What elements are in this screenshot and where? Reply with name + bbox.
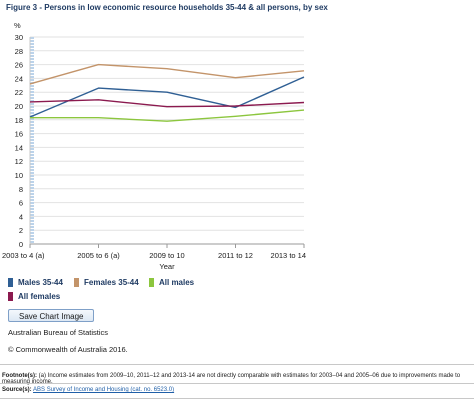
legend-swatch-females-35-44	[74, 278, 79, 287]
y-tick-label-14: 14	[15, 143, 23, 152]
chart-title: Figure 3 - Persons in low economic resou…	[6, 3, 328, 12]
y-axis-unit-label: %	[14, 21, 21, 30]
y-tick-label-18: 18	[15, 116, 23, 125]
y-tick-label-30: 30	[15, 33, 23, 42]
y-tick-label-6: 6	[19, 199, 23, 208]
save-chart-image-button[interactable]: Save Chart Image	[8, 309, 95, 322]
x-tick-label-4: 2013 to 14	[271, 251, 306, 260]
y-tick-label-8: 8	[19, 185, 23, 194]
series-line-all-males	[30, 109, 305, 122]
legend-item-all-males[interactable]: All males	[149, 278, 194, 287]
y-tick-label-22: 22	[15, 88, 23, 97]
footnote-label: Footnote(s):	[2, 373, 37, 379]
source-text: Australian Bureau of Statistics	[8, 328, 109, 337]
y-tick-label-24: 24	[15, 74, 23, 83]
divider-bottom	[0, 398, 474, 399]
legend-label-males-35-44: Males 35-44	[18, 278, 63, 287]
divider-top	[0, 364, 474, 365]
y-tick-label-0: 0	[19, 240, 23, 249]
x-tick-label-2: 2009 to 10	[149, 251, 184, 260]
legend-swatch-all-females	[8, 292, 13, 301]
source-citation-label: Source(s):	[2, 387, 32, 393]
y-tick-label-4: 4	[19, 212, 23, 221]
x-tick-label-0: 2003 to 4 (a)	[2, 251, 45, 260]
source-citation-link[interactable]: ABS Survey of Income and Housing (cat. n…	[33, 387, 175, 393]
footnote-text: (a) Income estimates from 2009–10, 2011–…	[2, 373, 461, 385]
x-tick-label-3: 2011 to 12	[218, 251, 253, 260]
legend-label-females-35-44: Females 35-44	[84, 278, 139, 287]
divider-middle	[0, 383, 474, 384]
y-tick-label-12: 12	[15, 157, 23, 166]
series-line-males-35-44	[29, 76, 305, 118]
y-tick-label-16: 16	[15, 130, 23, 139]
x-tick-label-1: 2005 to 6 (a)	[77, 251, 120, 260]
legend-swatch-all-males	[149, 278, 154, 287]
series-line-all-females	[29, 99, 305, 108]
y-tick-label-28: 28	[15, 47, 23, 56]
y-tick-label-2: 2	[19, 226, 23, 235]
legend-swatch-males-35-44	[8, 278, 13, 287]
legend-label-all-males: All males	[159, 278, 195, 287]
legend-item-males-35-44[interactable]: Males 35-44	[8, 278, 63, 287]
legend-item-all-females[interactable]: All females	[8, 292, 60, 301]
legend-item-females-35-44[interactable]: Females 35-44	[74, 278, 139, 287]
y-tick-label-10: 10	[15, 171, 23, 180]
x-axis-title: Year	[159, 262, 175, 271]
copyright-text: © Commonwealth of Australia 2016.	[8, 345, 128, 354]
footnote: Footnote(s): (a) Income estimates from 2…	[2, 373, 472, 385]
legend-label-all-females: All females	[18, 292, 61, 301]
series-line-females-35-44	[29, 63, 305, 85]
y-tick-label-20: 20	[15, 102, 23, 111]
y-tick-label-26: 26	[15, 61, 23, 70]
source-citation: Source(s): ABS Survey of Income and Hous…	[2, 387, 472, 393]
